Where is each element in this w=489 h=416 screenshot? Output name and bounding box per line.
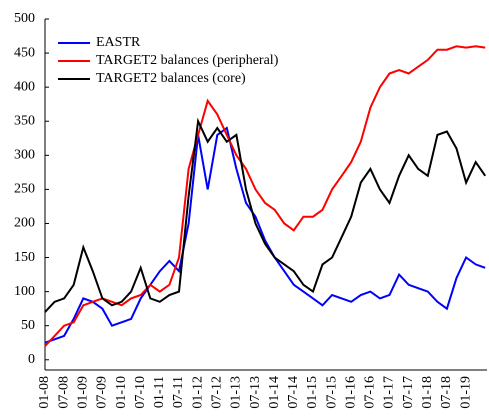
y-tick-label: 300 [14,148,35,163]
x-tick-label: 07-15 [324,376,339,409]
legend-label: TARGET2 balances (core) [96,71,246,86]
y-tick-label: 50 [21,318,35,333]
x-tick-label: 07-12 [209,376,224,409]
x-tick-label: 01-16 [343,376,358,409]
x-tick-label: 07-08 [56,376,71,409]
x-tick-label: 01-08 [37,376,52,409]
x-tick-label: 07-16 [363,376,378,409]
y-tick-label: 0 [28,352,35,367]
x-tick-label: 01-15 [305,376,320,409]
x-tick-label: 07-13 [248,376,263,409]
x-tick-label: 01-18 [420,376,435,409]
y-tick-label: 100 [14,284,35,299]
y-tick-label: 150 [14,250,35,265]
x-tick-label: 07-14 [286,376,301,409]
y-tick-label: 400 [14,79,35,94]
series-line [44,117,487,313]
x-tick-label: 01-19 [458,376,473,409]
x-tick-label: 07-11 [171,376,186,408]
x-tick-label: 01-13 [229,376,244,409]
x-tick-label: 01-09 [75,376,90,409]
legend-label: EASTR [96,35,141,50]
x-tick-label: 01-11 [152,376,167,408]
x-tick-label: 01-12 [190,376,205,409]
y-tick-label: 200 [14,216,35,231]
series-line [44,126,486,344]
y-tick-label: 450 [14,45,35,60]
x-tick-label: 01-10 [114,376,129,409]
series-line [44,45,486,347]
y-tick-label: 250 [14,182,35,197]
x-tick-label: 01-17 [382,376,397,409]
x-tick-label: 07-10 [133,376,148,409]
y-tick-label: 350 [14,113,35,128]
x-tick-label: 07-17 [401,376,416,409]
x-tick-label: 07-09 [95,376,110,409]
x-tick-label: 01-14 [267,376,282,409]
legend-label: TARGET2 balances (peripheral) [96,53,279,68]
x-tick-label: 07-18 [439,376,454,409]
y-tick-label: 500 [14,11,35,26]
